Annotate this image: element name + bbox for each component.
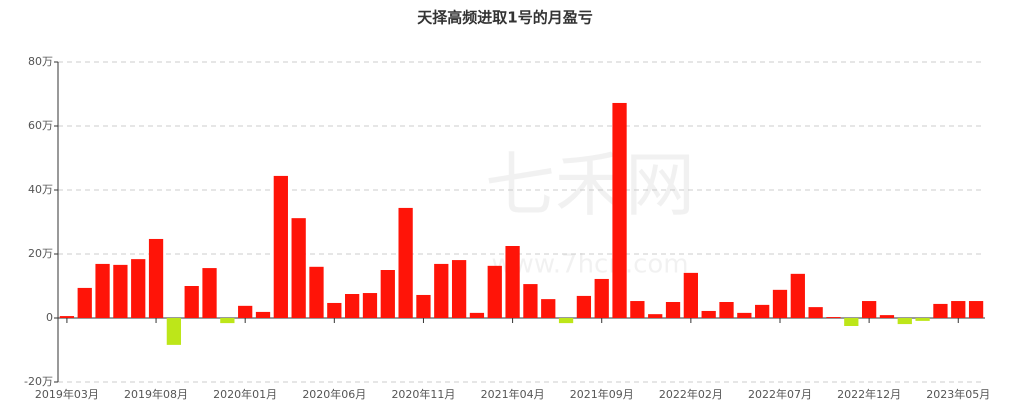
x-tick-label: 2022年07月 [748, 387, 812, 401]
bar [826, 317, 841, 318]
bar [238, 305, 253, 318]
bar [701, 310, 716, 318]
bar [487, 265, 502, 318]
bar [968, 301, 984, 318]
x-tick-label: 2022年02月 [659, 387, 723, 401]
bar [451, 260, 467, 318]
bar [202, 268, 217, 318]
y-tick-label: 40万 [28, 183, 53, 196]
bar [220, 318, 235, 324]
x-tick-label: 2019年08月 [124, 387, 188, 401]
bar [398, 207, 413, 318]
bar [933, 303, 948, 318]
bar [273, 175, 288, 318]
bar [184, 286, 199, 318]
bar [131, 259, 146, 318]
bar [790, 273, 805, 318]
y-tick-label: -20万 [24, 375, 53, 388]
chart-title: 天择高频进取1号的月盈亏 [417, 9, 592, 27]
bar [897, 318, 912, 325]
bar [719, 302, 734, 318]
x-tick-label: 2022年12月 [837, 387, 901, 401]
x-tick-label: 2020年11月 [391, 387, 455, 401]
bar [861, 301, 877, 318]
bar [59, 316, 75, 318]
bar [951, 301, 966, 318]
y-tick-label: 80万 [28, 55, 53, 68]
bar [630, 301, 645, 318]
bar [523, 284, 538, 318]
y-tick-label: 20万 [28, 247, 53, 260]
bar [594, 278, 609, 318]
bar [541, 299, 556, 318]
bar [469, 312, 485, 318]
watermark: 七禾网 [485, 144, 695, 226]
bar [362, 293, 378, 318]
bar [380, 270, 395, 318]
bar [505, 246, 520, 318]
x-tick-label: 2019年03月 [35, 387, 99, 401]
x-tick-label: 2023年05月 [926, 387, 990, 401]
bar [683, 272, 698, 318]
y-tick-label: 0 [46, 311, 53, 324]
x-tick-label: 2021年09月 [570, 387, 634, 401]
bar [772, 289, 788, 318]
bar [648, 314, 663, 318]
bar [665, 302, 681, 318]
bar [879, 315, 895, 318]
bar [166, 318, 182, 345]
bar [95, 263, 110, 318]
bar [612, 102, 627, 319]
bar [576, 295, 592, 318]
bar [255, 311, 271, 318]
x-tick-label: 2021年04月 [481, 387, 545, 401]
bar [113, 264, 128, 318]
bar [345, 294, 360, 318]
bar [148, 238, 164, 318]
bar [416, 294, 431, 318]
bar [808, 307, 823, 318]
bar [327, 302, 342, 318]
bar [915, 318, 930, 321]
bar [755, 304, 770, 318]
bar [737, 312, 752, 318]
bar [558, 318, 574, 324]
bar [844, 318, 859, 326]
x-tick-label: 2020年01月 [213, 387, 277, 401]
y-tick-label: 60万 [28, 119, 53, 132]
bar [291, 218, 306, 318]
bar [77, 287, 92, 318]
bar [309, 266, 324, 318]
x-tick-label: 2020年06月 [302, 387, 366, 401]
bar [434, 263, 449, 318]
